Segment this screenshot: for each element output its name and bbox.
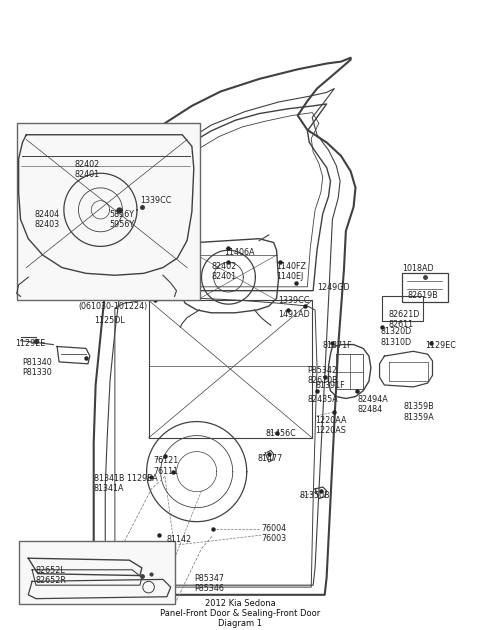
Text: (061030-101224): (061030-101224) bbox=[78, 302, 147, 311]
Text: 82402
82401: 82402 82401 bbox=[74, 160, 100, 179]
Text: 81350B: 81350B bbox=[300, 491, 330, 500]
Text: 76121
76111: 76121 76111 bbox=[154, 456, 179, 476]
Text: 1018AD: 1018AD bbox=[402, 264, 433, 273]
Text: 82404
82403: 82404 82403 bbox=[34, 210, 59, 229]
Text: 1220AA
1220AS: 1220AA 1220AS bbox=[315, 416, 347, 435]
Text: 81477: 81477 bbox=[257, 454, 283, 463]
Text: 81371F: 81371F bbox=[323, 341, 352, 350]
Bar bbox=[402, 273, 448, 302]
Text: P85347
P85346: P85347 P85346 bbox=[194, 574, 224, 593]
Text: 82621D
82611: 82621D 82611 bbox=[388, 310, 420, 329]
Bar bbox=[19, 541, 175, 604]
Text: 81359B
81359A: 81359B 81359A bbox=[404, 403, 434, 421]
Text: 82494A
82484: 82494A 82484 bbox=[358, 394, 388, 414]
Text: 1129EC: 1129EC bbox=[425, 341, 456, 350]
Text: 1339CC: 1339CC bbox=[278, 297, 310, 306]
Text: 1140FZ
1140EJ: 1140FZ 1140EJ bbox=[276, 262, 307, 281]
Text: 1129EE: 1129EE bbox=[15, 339, 45, 348]
Text: 81341B 1129EA
81341A: 81341B 1129EA 81341A bbox=[94, 474, 157, 493]
Text: P81340
P81330: P81340 P81330 bbox=[23, 358, 52, 377]
Text: 82619B: 82619B bbox=[408, 290, 438, 300]
Text: 81320D
81310D: 81320D 81310D bbox=[381, 327, 412, 347]
Text: 82435A: 82435A bbox=[307, 394, 338, 404]
Text: 1339CC: 1339CC bbox=[140, 197, 171, 205]
Text: 5856Y
5956Y: 5856Y 5956Y bbox=[109, 210, 134, 229]
Text: 1249GD: 1249GD bbox=[317, 283, 349, 292]
Text: 11406A: 11406A bbox=[225, 248, 255, 257]
Text: 1491AD: 1491AD bbox=[278, 310, 310, 319]
Text: 1125DL: 1125DL bbox=[94, 316, 124, 324]
Text: 2012 Kia Sedona
Panel-Front Door & Sealing-Front Door
Diagram 1: 2012 Kia Sedona Panel-Front Door & Seali… bbox=[160, 598, 320, 629]
Text: 81456C: 81456C bbox=[265, 429, 296, 438]
Text: 81391F: 81391F bbox=[315, 381, 345, 390]
Text: 76004
76003: 76004 76003 bbox=[261, 524, 286, 543]
Text: 82402
82401: 82402 82401 bbox=[211, 262, 236, 281]
Bar bbox=[383, 297, 423, 321]
Text: P85342
82610B: P85342 82610B bbox=[307, 366, 338, 385]
Text: 82652L
82652R: 82652L 82652R bbox=[36, 566, 67, 585]
Bar bbox=[17, 123, 200, 301]
Text: 81142: 81142 bbox=[167, 535, 192, 544]
